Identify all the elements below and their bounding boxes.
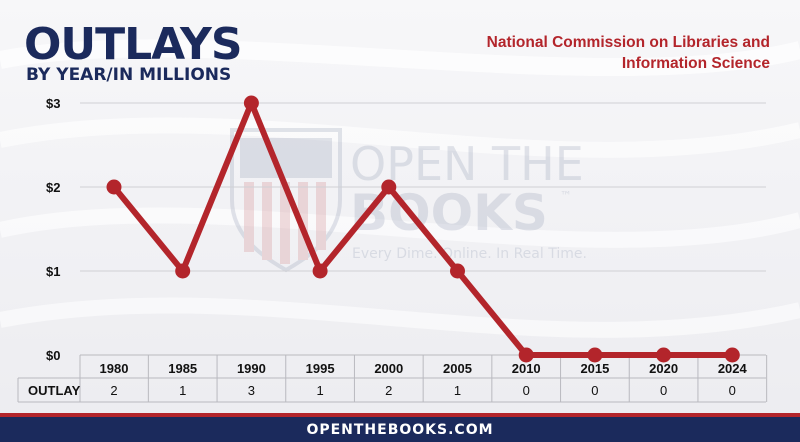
data-label: 1 bbox=[454, 383, 461, 398]
x-tick-label: 2000 bbox=[374, 361, 403, 376]
x-tick-label: 2024 bbox=[718, 361, 748, 376]
table-row-label: OUTLAY bbox=[28, 383, 81, 398]
data-label: 2 bbox=[110, 383, 117, 398]
series-outlay bbox=[106, 95, 740, 363]
data-point bbox=[312, 263, 328, 279]
x-tick-label: 2005 bbox=[443, 361, 472, 376]
data-point bbox=[656, 347, 672, 363]
series-line bbox=[111, 100, 736, 358]
data-point bbox=[724, 347, 740, 363]
y-tick-label: $3 bbox=[46, 96, 60, 111]
data-point bbox=[106, 179, 122, 195]
data-label: 2 bbox=[385, 383, 392, 398]
x-tick-label: 1990 bbox=[237, 361, 266, 376]
footer-bar: OPENTHEBOOKS.COM bbox=[0, 413, 800, 442]
data-label: 3 bbox=[248, 383, 255, 398]
y-tick-label: $1 bbox=[46, 264, 60, 279]
x-tick-label: 2015 bbox=[580, 361, 609, 376]
y-tick-label: $2 bbox=[46, 180, 60, 195]
x-tick-label: 1980 bbox=[100, 361, 129, 376]
shield-icon bbox=[230, 128, 342, 273]
x-tick-label: 1995 bbox=[306, 361, 335, 376]
page-subtitle: BY YEAR/IN MILLIONS bbox=[26, 65, 232, 85]
y-tick-label: $0 bbox=[46, 348, 60, 363]
data-point bbox=[587, 347, 603, 363]
agency-name: National Commission on Libraries and Inf… bbox=[486, 34, 770, 72]
data-point bbox=[381, 179, 397, 195]
data-label: 1 bbox=[316, 383, 323, 398]
data-table: OUTLAY 1980 2 1985 1 1990 3 1995 1 2000 2 2005 1 2010… bbox=[17, 354, 768, 403]
data-point bbox=[243, 95, 259, 111]
data-label: 0 bbox=[523, 383, 530, 398]
x-tick-label: 2010 bbox=[512, 361, 541, 376]
y-axis-ticks: $0 $1 $2 $3 bbox=[46, 96, 60, 363]
page-title: OUTLAYS bbox=[24, 19, 243, 70]
data-label: 0 bbox=[660, 383, 667, 398]
data-point bbox=[175, 263, 191, 279]
data-label: 0 bbox=[729, 383, 736, 398]
footer-site-link[interactable]: OPENTHEBOOKS.COM bbox=[306, 421, 494, 438]
data-point bbox=[518, 347, 534, 363]
x-tick-label: 1985 bbox=[168, 361, 197, 376]
watermark-tagline: Every Dime. Online. In Real Time. bbox=[352, 246, 587, 262]
data-point bbox=[450, 263, 465, 279]
data-label: 1 bbox=[179, 383, 186, 398]
x-tick-label: 2020 bbox=[649, 361, 678, 376]
data-label: 0 bbox=[591, 383, 598, 398]
watermark-tm: ™ bbox=[560, 189, 572, 203]
